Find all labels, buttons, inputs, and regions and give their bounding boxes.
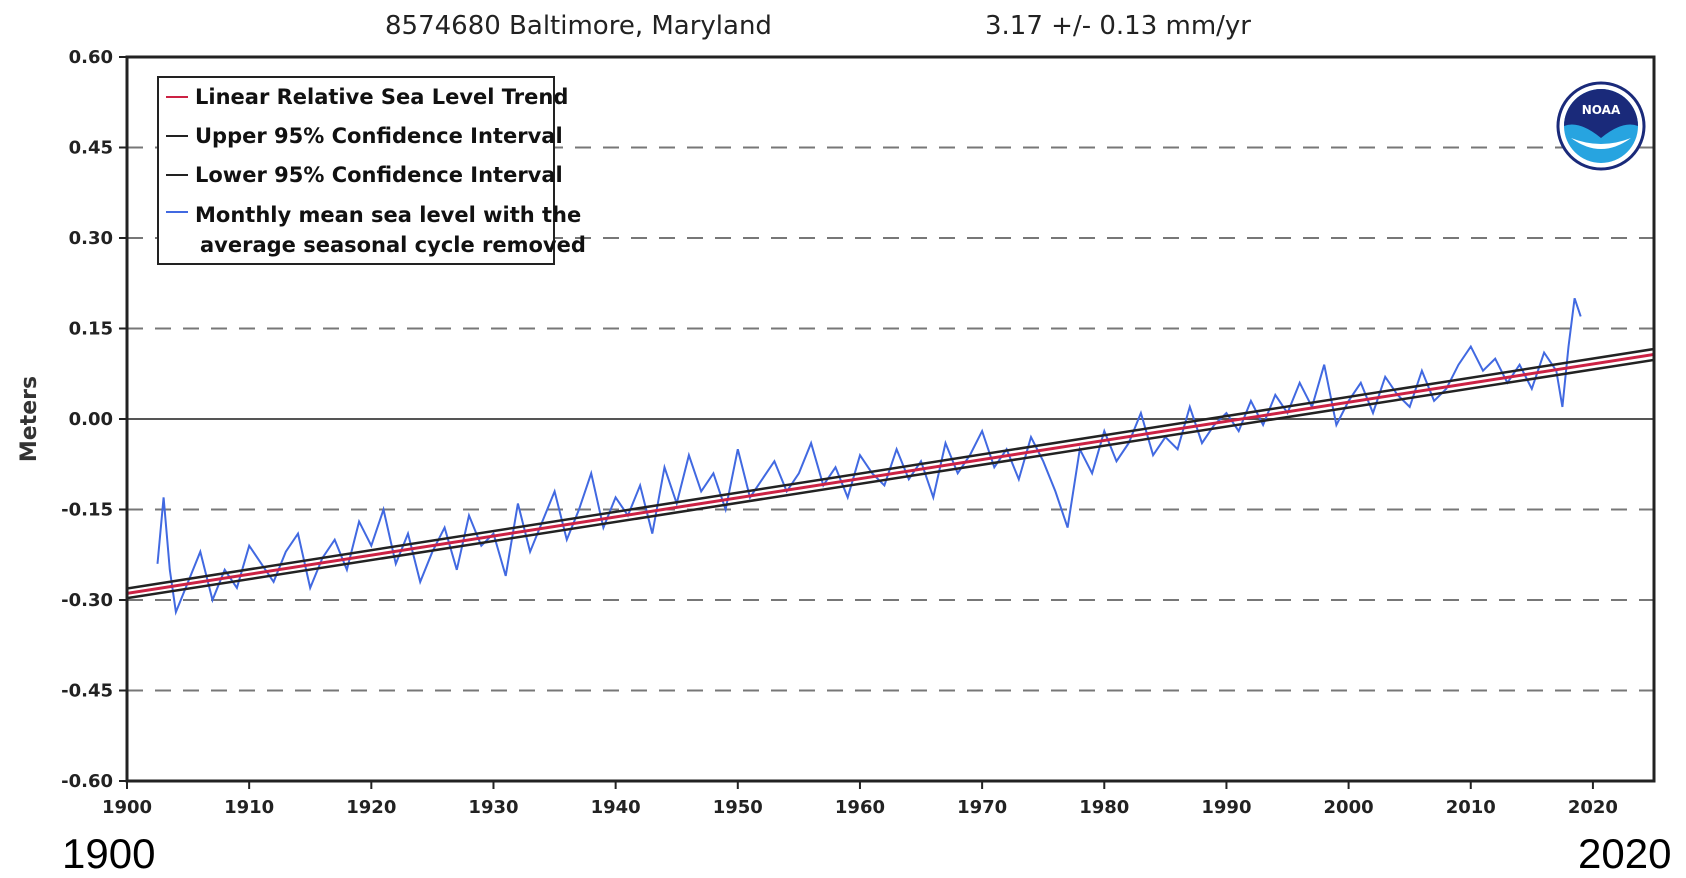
x-tick-label: 2000: [1324, 797, 1374, 818]
monthly-series: [156, 297, 1582, 616]
x-tick-label: 1980: [1079, 797, 1129, 818]
station-title: 8574680 Baltimore, Maryland: [385, 11, 772, 41]
legend-entry-label: Lower 95% Confidence Interval: [195, 163, 563, 187]
y-tick-label: -0.15: [61, 500, 113, 521]
noaa-logo-icon: NOAA: [1556, 81, 1646, 171]
legend: Linear Relative Sea Level Trend Upper 95%…: [157, 76, 586, 265]
x-tick-label: 1950: [713, 797, 763, 818]
y-tick-label: 0.15: [69, 319, 113, 340]
legend-entry-label: average seasonal cycle removed: [200, 233, 586, 257]
y-tick-label: 0.60: [69, 47, 113, 68]
y-tick-label: -0.45: [61, 681, 113, 702]
y-tick-label: -0.60: [61, 771, 113, 792]
x-tick-label: 2010: [1446, 797, 1496, 818]
y-axis-ticks: 0.60 0.45 0.30 0.15 0.00 -0.15 -0.30 -0.45 -0.60: [61, 47, 127, 792]
year-left-label: 1900: [62, 830, 155, 877]
trend-lines: [126, 347, 1655, 600]
y-tick-label: 0.00: [69, 409, 113, 430]
x-tick-label: 2020: [1568, 797, 1618, 818]
x-tick-label: 1920: [346, 797, 396, 818]
year-right-label: 2020: [1578, 830, 1671, 877]
x-tick-label: 1970: [957, 797, 1007, 818]
x-tick-label: 1900: [102, 797, 152, 818]
legend-entry-label: Upper 95% Confidence Interval: [195, 124, 563, 148]
x-tick-label: 1940: [591, 797, 641, 818]
linear-trend-line: [126, 352, 1655, 595]
legend-entry-label: Linear Relative Sea Level Trend: [195, 85, 568, 109]
monthly-mean-line: [156, 297, 1582, 616]
noaa-logo-text: NOAA: [1582, 103, 1621, 117]
y-axis-label: Meters: [17, 376, 42, 462]
y-tick-label: 0.45: [69, 138, 113, 159]
trend-rate: 3.17 +/- 0.13 mm/yr: [985, 11, 1251, 41]
y-tick-label: 0.30: [69, 228, 113, 249]
x-tick-label: 1990: [1201, 797, 1251, 818]
x-tick-label: 1930: [468, 797, 518, 818]
x-tick-label: 1960: [835, 797, 885, 818]
x-axis-ticks: 1900 1910 1920 1930 1940 1950 1960 1970 1980 1990…: [102, 781, 1618, 818]
legend-entry-label: Monthly mean sea level with the: [195, 203, 581, 227]
x-tick-label: 1910: [224, 797, 274, 818]
confidence-interval-line: [126, 347, 1655, 590]
legend-box: [157, 76, 555, 265]
y-tick-label: -0.30: [61, 590, 113, 611]
confidence-interval-line: [126, 358, 1655, 600]
